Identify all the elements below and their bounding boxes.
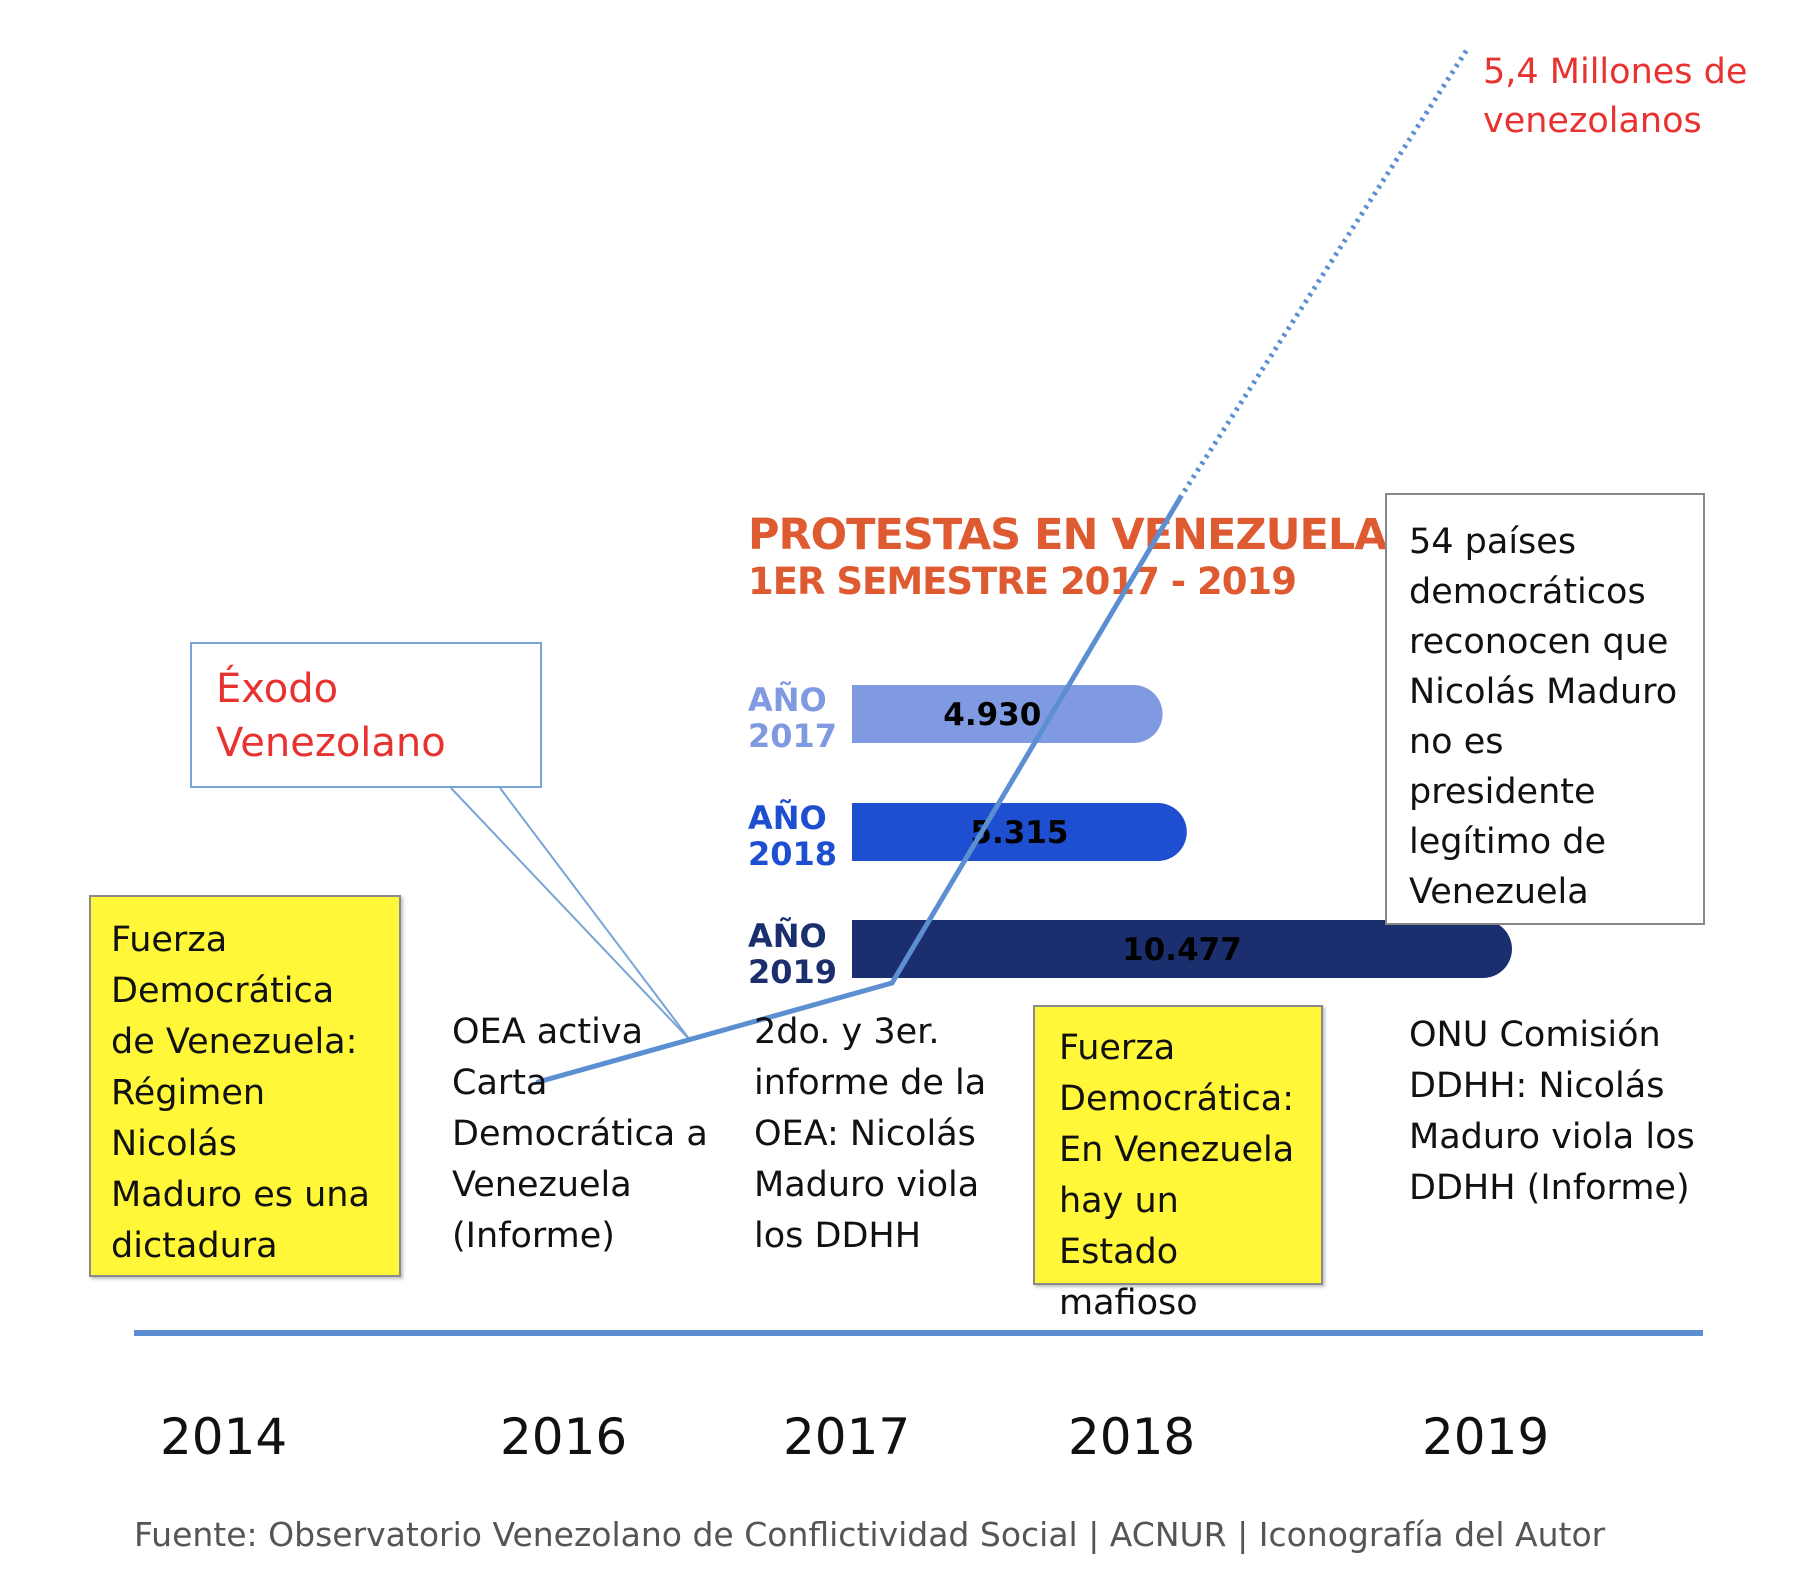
event-2016: OEA activa Carta Democrática a Venezuela…	[452, 1012, 708, 1256]
bar-value-label-2: 10.477	[1122, 932, 1242, 968]
bar-value-label-0: 4.930	[943, 697, 1041, 733]
year-2014: 2014	[160, 1408, 288, 1466]
exodus-callout: Éxodo Venezolano	[190, 642, 542, 788]
bar-0	[852, 685, 1163, 743]
event-2018: Fuerza Democrática: En Venezuela hay un …	[1033, 1005, 1323, 1323]
event-2019-onu: ONU Comisión DDHH: Nicolás Maduro viola …	[1409, 1015, 1695, 1208]
year-2019: 2019	[1422, 1408, 1550, 1466]
year-2018: 2018	[1068, 1408, 1196, 1466]
exodus-callout-title: Éxodo Venezolano	[216, 666, 446, 766]
exodus-line-projection	[1177, 46, 1471, 500]
bar-category-2018: AÑO 2018	[748, 799, 838, 873]
bar-1	[852, 803, 1187, 861]
bar-category-2019: AÑO 2019	[748, 917, 838, 991]
event-2014: Fuerza Democrática de Venezuela: Régimen…	[89, 895, 401, 1277]
exodus-line	[535, 495, 1183, 1085]
year-2017: 2017	[783, 1408, 911, 1466]
event-2019-recognition: 54 países democráticos reconocen que Nic…	[1385, 493, 1705, 925]
source-note: Fuente: Observatorio Venezolano de Confl…	[134, 1515, 1606, 1554]
exodus-line-label: 5,4 Millones de venezolanos	[1483, 52, 1748, 141]
bar-category-2017: AÑO 2017	[748, 681, 838, 755]
chart-subtitle: 1ER SEMESTRE 2017 - 2019	[748, 560, 1297, 603]
year-2016: 2016	[500, 1408, 628, 1466]
bar-2	[852, 920, 1512, 978]
event-2017: 2do. y 3er. informe de la OEA: Nicolás M…	[754, 1012, 987, 1256]
chart-title: PROTESTAS EN VENEZUELA	[748, 510, 1388, 560]
callout-tail	[450, 787, 691, 1041]
